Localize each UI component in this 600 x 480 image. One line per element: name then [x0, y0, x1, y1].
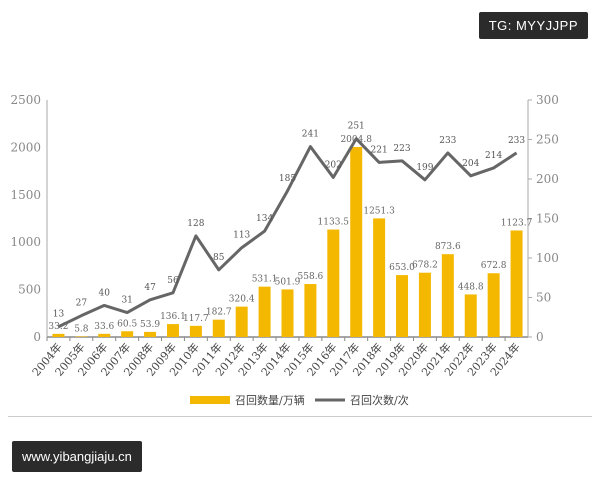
bar-label: 136.1 [160, 312, 186, 322]
line-label: 31 [121, 296, 132, 306]
bar [441, 254, 454, 337]
right-tick-label: 200 [536, 172, 559, 186]
line-label: 199 [416, 163, 433, 173]
line-label: 56 [167, 276, 179, 286]
bar [75, 336, 88, 337]
legend-bar-label: 召回数量/万辆 [235, 393, 305, 407]
chart-frame [8, 58, 592, 417]
bar [304, 284, 317, 337]
right-tick-label: 50 [536, 291, 551, 305]
bar-label: 448.8 [458, 282, 484, 292]
bar [121, 331, 134, 337]
bar [396, 275, 409, 337]
bar-label: 678.2 [412, 261, 438, 271]
bar-label: 117.7 [183, 314, 209, 324]
bar [510, 230, 523, 337]
line-label: 204 [462, 159, 479, 169]
bar [212, 319, 225, 337]
bar [98, 333, 111, 337]
line-label: 202 [325, 160, 342, 170]
bar-label: 672.8 [481, 261, 507, 271]
watermark-top: TG: MYYJJPP [478, 12, 588, 39]
left-tick-label: 1000 [10, 235, 41, 249]
left-tick-label: 2500 [10, 93, 41, 107]
line-series [57, 137, 518, 329]
line-label: 233 [439, 136, 456, 146]
bar [189, 325, 202, 337]
right-tick-label: 250 [536, 133, 559, 147]
bar-label: 5.8 [74, 324, 89, 334]
bar-label: 501.9 [275, 277, 301, 287]
bar [281, 289, 294, 337]
line-label: 85 [213, 253, 225, 263]
legend-line-label: 召回次数/次 [350, 393, 409, 407]
legend-bar-swatch [190, 396, 230, 404]
bar-label: 53.9 [140, 320, 160, 330]
line-label: 13 [53, 310, 65, 320]
bar-label: 1133.5 [318, 218, 350, 228]
bar-label: 60.5 [117, 319, 137, 329]
line-label: 40 [99, 288, 111, 298]
bar-label: 531.1 [252, 275, 278, 285]
bar-label: 1251.3 [363, 206, 395, 216]
watermark-bottom: www.yibangjiaju.cn [12, 441, 142, 472]
bar-label: 320.4 [229, 295, 255, 305]
left-tick-label: 1500 [10, 188, 41, 202]
line-label: 185 [279, 174, 296, 184]
bar-label: 33.6 [94, 322, 114, 332]
line-label: 134 [256, 214, 273, 224]
bar [464, 294, 477, 337]
left-tick-label: 500 [18, 283, 41, 297]
bar [258, 286, 271, 337]
line-label: 251 [348, 122, 365, 132]
bar [418, 272, 431, 337]
bar [350, 146, 363, 337]
line-label: 47 [144, 283, 156, 293]
bar [487, 273, 500, 337]
bar-label: 182.7 [206, 308, 232, 318]
line-label: 113 [233, 231, 250, 241]
bar-label: 653.0 [389, 263, 415, 273]
left-tick-label: 0 [33, 330, 41, 344]
right-tick-label: 150 [536, 212, 559, 226]
line-label: 241 [302, 130, 319, 140]
bar-label: 1123.7 [501, 218, 533, 228]
line-label: 223 [393, 144, 410, 154]
left-tick-label: 2000 [10, 140, 41, 154]
line-label: 221 [371, 145, 388, 155]
bar [166, 324, 179, 337]
line-label: 128 [187, 219, 204, 229]
bar [144, 331, 157, 337]
line-label: 233 [508, 136, 525, 146]
bar [235, 306, 248, 337]
bar-label: 873.6 [435, 242, 461, 252]
right-tick-label: 100 [536, 251, 559, 265]
line-label: 27 [76, 299, 88, 309]
line-label: 214 [485, 151, 502, 161]
bar-label: 33.2 [48, 322, 68, 332]
right-tick-label: 300 [536, 93, 559, 107]
bar-label: 558.6 [298, 272, 324, 282]
bar [373, 218, 386, 337]
bar [327, 229, 340, 337]
right-tick-label: 0 [536, 330, 544, 344]
bar [52, 333, 65, 337]
